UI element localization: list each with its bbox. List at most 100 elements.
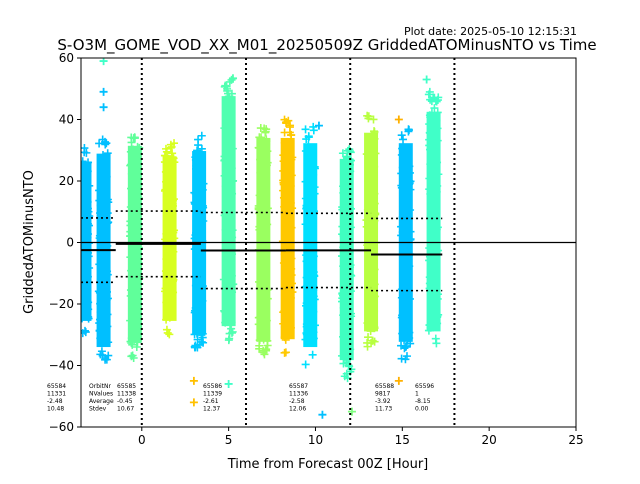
orbit-stat-value: 11.73 [375, 406, 392, 413]
x-tick-label: 20 [482, 433, 497, 447]
scatter-point [162, 325, 171, 334]
scatter-point [81, 329, 87, 338]
plot-date: Plot date: 2025-05-10 12:15:31 [404, 25, 577, 38]
scatter-point [364, 333, 373, 342]
scatter-point [197, 131, 206, 140]
orbit-stat-value: 11338 [117, 391, 136, 398]
scatter-point [301, 360, 310, 369]
scatter-cluster-core [339, 158, 354, 361]
orbit-stat-value: 65596 [415, 383, 434, 390]
scatter-point [394, 115, 403, 124]
scatter-point [81, 144, 89, 153]
stat-label: NValues [89, 391, 113, 398]
scatter-point [101, 354, 110, 363]
scatter-point [189, 376, 198, 385]
scatter-cluster-core [426, 111, 441, 332]
scatter-point [426, 95, 435, 104]
x-tick-label: 5 [225, 433, 233, 447]
data-group [81, 58, 576, 427]
orbit-stat-value: 10.67 [117, 406, 134, 413]
orbit-stat-value: -0.45 [117, 398, 133, 405]
orbit-stat-value: 11331 [47, 391, 66, 398]
x-tick-label: 10 [308, 433, 323, 447]
scatter-point [224, 379, 233, 388]
scatter-point [82, 148, 91, 157]
x-axis-label: Time from Forecast 00Z [Hour] [227, 457, 429, 472]
y-tick-label: 40 [59, 113, 74, 127]
stat-label: Stdev [89, 406, 107, 413]
stat-label: Average [89, 398, 114, 405]
stat-label: OrbitNr [89, 383, 112, 390]
y-tick-label: 20 [59, 174, 74, 188]
scatter-point [394, 376, 403, 385]
y-tick-label: −60 [49, 420, 74, 434]
orbit-stat-value: -2.58 [289, 398, 305, 405]
scatter-point [228, 74, 237, 83]
x-tick-label: 15 [395, 433, 410, 447]
orbit-stat-value: -2.61 [203, 398, 219, 405]
orbit-stat-value: -8.15 [415, 398, 431, 405]
scatter-cluster-core [81, 161, 92, 321]
scatter-point [343, 146, 352, 155]
scatter-point [368, 336, 377, 345]
scatter-point [222, 82, 231, 91]
orbit-stat-value: 65584 [47, 383, 66, 390]
scatter-point [261, 128, 270, 137]
scatter-point [397, 131, 406, 140]
scatter-cluster-core [256, 137, 271, 342]
scatter-point [363, 342, 372, 351]
orbit-stat-value: 65585 [117, 383, 136, 390]
x-tick-label: 0 [138, 433, 146, 447]
scatter-point [255, 344, 264, 353]
orbit-stat-value: 1 [415, 391, 419, 398]
orbit-stat-value: 10.48 [47, 406, 64, 413]
y-tick-label: −40 [49, 359, 74, 373]
scatter-point [430, 104, 439, 113]
scatter-point [98, 135, 107, 144]
scatter-point [127, 138, 136, 147]
scatter-point [102, 355, 111, 364]
scatter-point [99, 87, 108, 96]
scatter-point [318, 410, 327, 419]
scatter-point [256, 124, 265, 133]
scatter-point [129, 354, 138, 363]
scatter-point [301, 125, 310, 134]
scatter-point [99, 103, 108, 112]
scatter-point [404, 125, 413, 134]
orbit-stat-value: 65588 [375, 383, 394, 390]
scatter-point [309, 126, 318, 135]
orbit-stat-value: -3.92 [375, 398, 391, 405]
scatter-point [369, 115, 378, 124]
scatter-point [102, 139, 111, 148]
scatter-point [347, 407, 356, 416]
scatter-point [259, 346, 268, 355]
scatter-point [347, 365, 356, 374]
scatter-cluster-core [303, 143, 318, 348]
scatter-point [263, 341, 272, 350]
orbit-stat-value: 12.37 [203, 406, 220, 413]
orbit-stat-value: 65587 [289, 383, 308, 390]
orbit-stat-value: -2.48 [47, 398, 63, 405]
scatter-point [167, 142, 176, 151]
y-axis-label: GriddedATOMinusNTO [22, 170, 37, 314]
orbit-stat-value: 11336 [289, 391, 308, 398]
scatter-point [128, 340, 137, 349]
scatter-point [260, 350, 269, 359]
scatter-point [165, 330, 174, 339]
scatter-point [189, 398, 198, 407]
scatter-point [95, 139, 104, 148]
scatter-cluster-core [280, 137, 295, 340]
scatter-point [281, 348, 290, 357]
y-tick-label: 60 [59, 51, 74, 65]
scatter-point [302, 135, 311, 144]
y-tick-label: 0 [66, 236, 74, 250]
scatter-point [397, 354, 406, 363]
scatter-point [434, 93, 443, 102]
y-tick-label: −20 [49, 297, 74, 311]
